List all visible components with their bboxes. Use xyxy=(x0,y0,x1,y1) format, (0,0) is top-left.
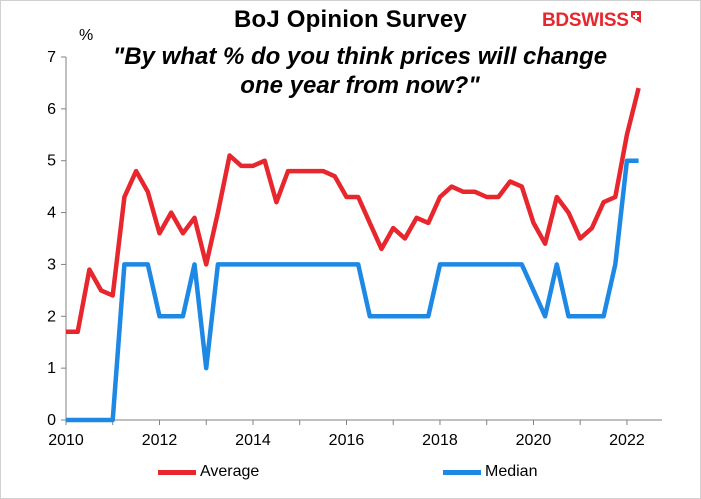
y-tick-label: 1 xyxy=(47,360,56,377)
y-axis-unit: % xyxy=(79,27,94,44)
series-layer xyxy=(66,87,641,423)
series-line-median xyxy=(66,158,639,423)
x-tick-label: 2010 xyxy=(48,432,84,449)
x-tick-label: 2022 xyxy=(609,432,645,449)
legend-swatch-average xyxy=(158,469,196,475)
legend-label-median: Median xyxy=(485,463,538,480)
y-tick-label: 0 xyxy=(47,412,56,429)
legend-swatch-median xyxy=(443,469,481,475)
chart-subtitle: "By what % do you think prices will chan… xyxy=(112,43,608,99)
swiss-cross-icon xyxy=(630,11,641,23)
y-tick-label: 3 xyxy=(47,256,56,273)
logo-text: BDSWISS xyxy=(542,10,629,31)
y-tick-label: 6 xyxy=(47,101,56,118)
axes: 0 1 2 3 4 5 6 7 2010 2012 2014 2016 2018 2020 2022 xyxy=(47,49,662,449)
bdswiss-logo: BDSWISS xyxy=(542,10,641,32)
x-tick-label: 2018 xyxy=(422,432,458,449)
legend: Average Median xyxy=(0,463,701,485)
legend-item-average: Average xyxy=(158,463,259,481)
y-tick-label: 2 xyxy=(47,308,56,325)
x-tick-label: 2016 xyxy=(329,432,365,449)
y-tick-label: 7 xyxy=(47,49,56,66)
y-tick-label: 5 xyxy=(47,153,56,170)
x-tick-label: 2020 xyxy=(516,432,552,449)
chart-title: BoJ Opinion Survey xyxy=(234,6,467,33)
y-tick-label: 4 xyxy=(47,205,56,222)
legend-item-median: Median xyxy=(443,463,537,481)
legend-label-average: Average xyxy=(200,463,260,480)
x-tick-label: 2014 xyxy=(235,432,271,449)
x-tick-label: 2012 xyxy=(142,432,178,449)
series-line-average xyxy=(66,87,641,335)
